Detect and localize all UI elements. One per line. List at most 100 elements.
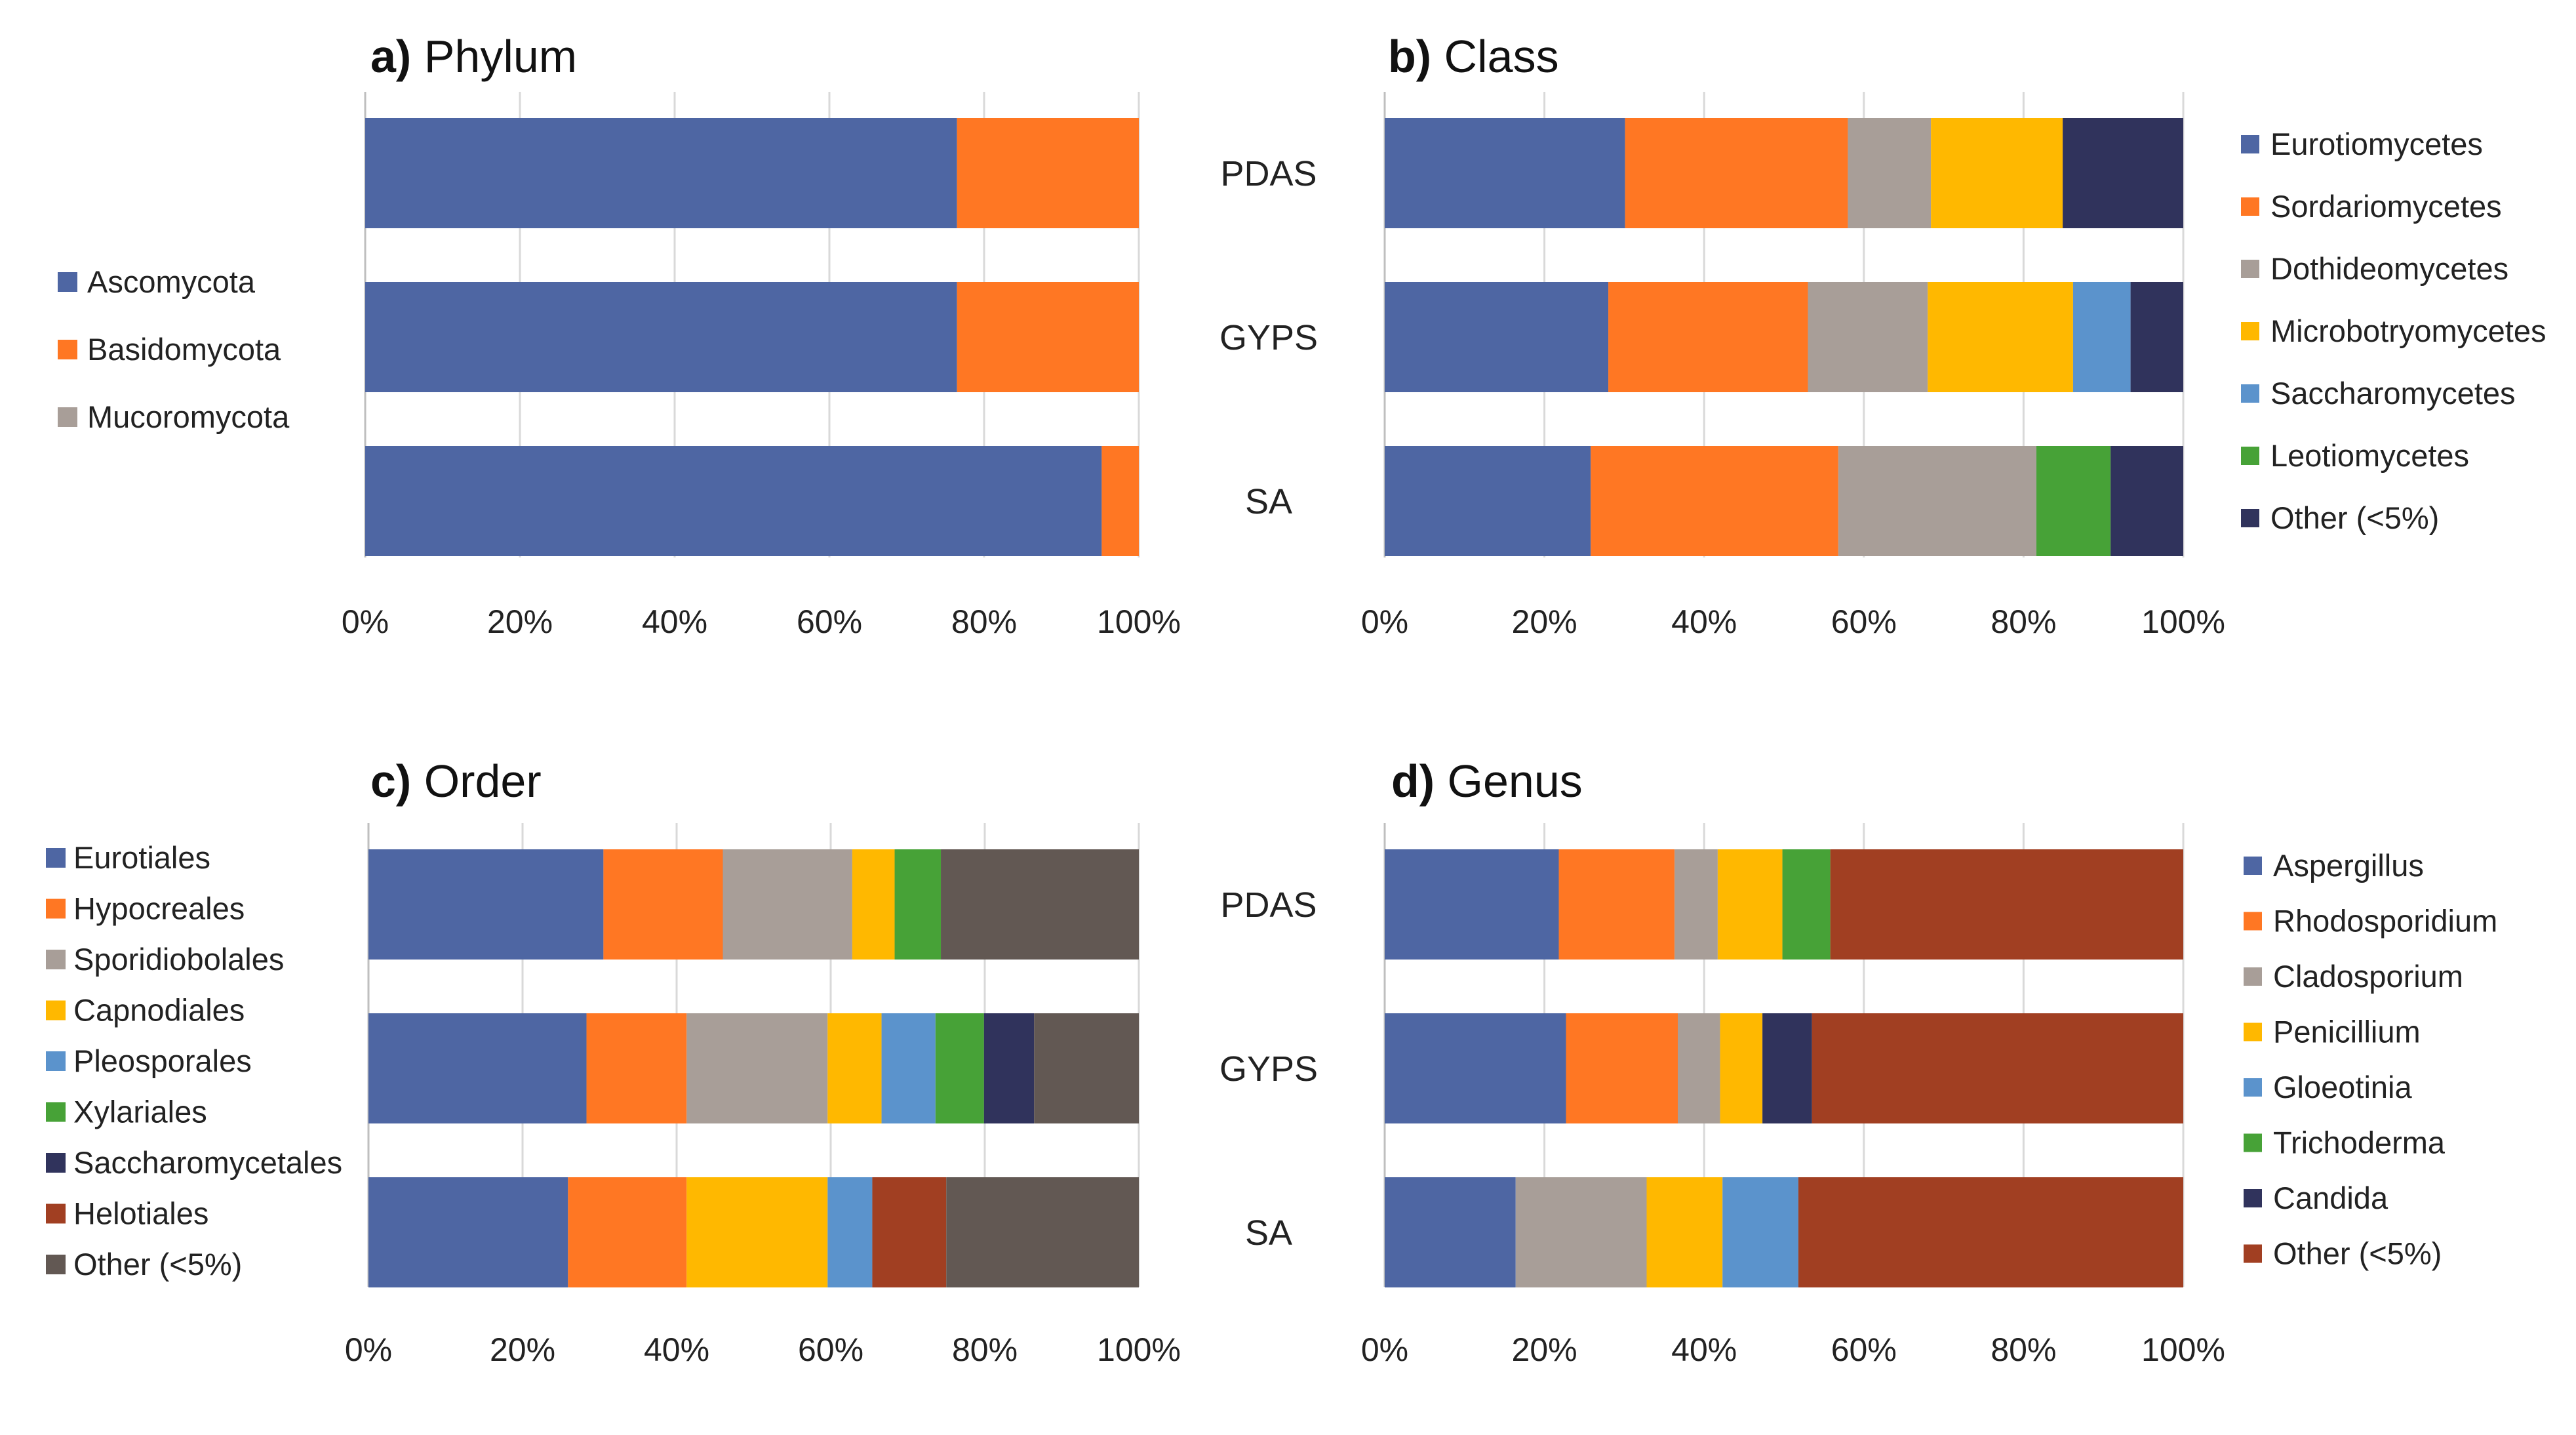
bar-segment-c-pdas-xylariales xyxy=(894,849,941,960)
legend-label-c-helotiales: Helotiales xyxy=(73,1196,208,1231)
bar-segment-b-pdas-dothideomycetes xyxy=(1848,118,1932,228)
legend-label-d-candida: Candida xyxy=(2273,1181,2388,1215)
legend-swatch-d-penicillium xyxy=(2244,1022,2262,1041)
bar-segment-d-sa-gloeotinia xyxy=(1722,1177,1798,1287)
bar-segment-b-sa-eurotiomycetes xyxy=(1385,446,1591,556)
bar-segment-b-gyps-sordariomycetes xyxy=(1608,282,1808,392)
legend-swatch-b-sordariomycetes xyxy=(2241,197,2259,216)
legend-label-c-pleosporales: Pleosporales xyxy=(73,1043,252,1078)
legend-swatch-b-microbotryomycetes xyxy=(2241,322,2259,340)
legend-swatch-c-hypocreales xyxy=(46,899,66,919)
x-tick-label-a-1: 20% xyxy=(487,603,553,640)
legend-label-c-other-5: Other (<5%) xyxy=(73,1247,242,1282)
bar-segment-d-gyps-penicillium xyxy=(1720,1013,1763,1123)
bar-segment-c-sa-helotiales xyxy=(872,1177,947,1287)
bar-segment-d-pdas-cladosporium xyxy=(1674,849,1718,960)
x-tick-label-d-1: 20% xyxy=(1512,1331,1577,1368)
bar-segment-d-gyps-cladosporium xyxy=(1678,1013,1720,1123)
bar-segment-c-pdas-sporidiobolales xyxy=(723,849,852,960)
sample-label-gyps-row1: GYPS xyxy=(1219,318,1318,357)
bar-segment-b-pdas-other-5 xyxy=(2063,118,2183,228)
x-tick-label-d-2: 40% xyxy=(1671,1331,1737,1368)
panel-d-genus-chart: d) Genus 0% 20% 40% 60% 80% 100% Aspergillus Rho… xyxy=(1361,756,2497,1368)
bar-segment-d-gyps-candida xyxy=(1762,1013,1812,1123)
legend-label-a-ascomycota: Ascomycota xyxy=(87,264,256,299)
legend-swatch-c-eurotiales xyxy=(46,848,66,868)
bar-segment-d-sa-other-5 xyxy=(1798,1177,2183,1287)
legend-swatch-a-basidomycota xyxy=(58,340,77,359)
legend-swatch-b-other-5 xyxy=(2241,509,2259,527)
legend-swatch-d-candida xyxy=(2244,1189,2262,1207)
legend-swatch-c-xylariales xyxy=(46,1102,66,1122)
x-tick-label-c-1: 20% xyxy=(490,1331,555,1368)
panel-a-phylum-chart: a) Phylum 0% 20% 40% 60% 80% 100% Ascomycota Bas… xyxy=(58,31,1181,640)
chart-title-name: Class xyxy=(1444,31,1559,82)
chart-title-letter: a) xyxy=(370,31,424,82)
bar-segment-d-pdas-other-5 xyxy=(1830,849,2183,960)
x-tick-label-d-5: 100% xyxy=(2141,1331,2225,1368)
legend-swatch-c-pleosporales xyxy=(46,1051,66,1071)
x-tick-label-a-3: 60% xyxy=(797,603,862,640)
legend-swatch-c-other-5 xyxy=(46,1255,66,1274)
sample-labels: PDAS GYPS SA PDAS GYPS SA xyxy=(1219,154,1318,1253)
legend-swatch-d-gloeotinia xyxy=(2244,1078,2262,1097)
bar-segment-c-gyps-sporidiobolales xyxy=(686,1013,828,1123)
x-tick-label-c-3: 60% xyxy=(798,1331,863,1368)
chart-title-letter: d) xyxy=(1391,756,1448,807)
bar-segment-b-gyps-dothideomycetes xyxy=(1808,282,1928,392)
bar-segment-d-pdas-trichoderma xyxy=(1782,849,1831,960)
x-tick-label-d-4: 80% xyxy=(1991,1331,2056,1368)
bar-segment-c-pdas-other-5 xyxy=(941,849,1139,960)
bar-segment-c-gyps-xylariales xyxy=(935,1013,984,1123)
legend-swatch-c-saccharomycetales xyxy=(46,1153,66,1173)
legend-label-d-rhodosporidium: Rhodosporidium xyxy=(2273,904,2497,939)
legend-swatch-b-leotiomycetes xyxy=(2241,447,2259,465)
chart-title-b: b) Class xyxy=(1388,31,1559,82)
legend-swatch-d-rhodosporidium xyxy=(2244,912,2262,931)
bar-segment-c-gyps-pleosporales xyxy=(881,1013,936,1123)
panel-c-order-chart: c) Order 0% 20% 40% 60% 80% 100% Eurotiales Hypo… xyxy=(46,756,1181,1368)
legend-label-d-cladosporium: Cladosporium xyxy=(2273,959,2463,994)
legend-label-d-trichoderma: Trichoderma xyxy=(2273,1125,2446,1160)
bar-segment-b-pdas-sordariomycetes xyxy=(1625,118,1848,228)
legend-label-b-sordariomycetes: Sordariomycetes xyxy=(2270,189,2502,224)
legend-label-c-xylariales: Xylariales xyxy=(73,1095,207,1129)
bar-segment-c-pdas-capnodiales xyxy=(852,849,895,960)
x-tick-label-b-4: 80% xyxy=(1991,603,2056,640)
bar-segment-b-pdas-eurotiomycetes xyxy=(1385,118,1625,228)
legend-swatch-b-dothideomycetes xyxy=(2241,260,2259,278)
x-tick-label-c-4: 80% xyxy=(952,1331,1018,1368)
legend-label-c-capnodiales: Capnodiales xyxy=(73,993,245,1028)
bar-segment-b-gyps-microbotryomycetes xyxy=(1928,282,2073,392)
x-tick-label-d-0: 0% xyxy=(1361,1331,1408,1368)
x-tick-label-b-5: 100% xyxy=(2141,603,2225,640)
chart-title-c: c) Order xyxy=(370,756,542,807)
legend-swatch-a-ascomycota xyxy=(58,272,77,292)
legend-swatch-b-saccharomycetes xyxy=(2241,384,2259,403)
legend-label-c-sporidiobolales: Sporidiobolales xyxy=(73,942,284,977)
bar-segment-c-sa-capnodiales xyxy=(686,1177,828,1287)
x-tick-label-c-5: 100% xyxy=(1097,1331,1181,1368)
bar-segment-a-sa-ascomycota xyxy=(365,446,1102,556)
bar-segment-b-sa-sordariomycetes xyxy=(1591,446,1838,556)
bar-segment-a-gyps-basidomycota xyxy=(957,282,1139,392)
chart-title-letter: b) xyxy=(1388,31,1444,82)
bar-segment-b-gyps-other-5 xyxy=(2130,282,2183,392)
bar-segment-d-pdas-aspergillus xyxy=(1385,849,1559,960)
legend-label-a-basidomycota: Basidomycota xyxy=(87,332,281,367)
bar-segment-d-sa-aspergillus xyxy=(1385,1177,1516,1287)
x-tick-label-b-0: 0% xyxy=(1361,603,1408,640)
legend-label-d-other-5: Other (<5%) xyxy=(2273,1236,2442,1271)
legend-swatch-c-sporidiobolales xyxy=(46,950,66,969)
legend-label-d-aspergillus: Aspergillus xyxy=(2273,848,2424,883)
panel-b-class-chart: b) Class 0% 20% 40% 60% 80% 100% Eurotiomycetes… xyxy=(1361,31,2546,640)
sample-label-gyps-row2: GYPS xyxy=(1219,1049,1318,1089)
chart-title-name: Phylum xyxy=(424,31,577,82)
sample-label-pdas-row1: PDAS xyxy=(1220,154,1317,193)
x-tick-label-a-5: 100% xyxy=(1097,603,1181,640)
bar-segment-b-sa-dothideomycetes xyxy=(1838,446,2036,556)
bar-segment-d-gyps-aspergillus xyxy=(1385,1013,1566,1123)
bar-segment-b-sa-other-5 xyxy=(2110,446,2183,556)
sample-label-pdas-row2: PDAS xyxy=(1220,885,1317,925)
x-tick-label-b-3: 60% xyxy=(1831,603,1897,640)
